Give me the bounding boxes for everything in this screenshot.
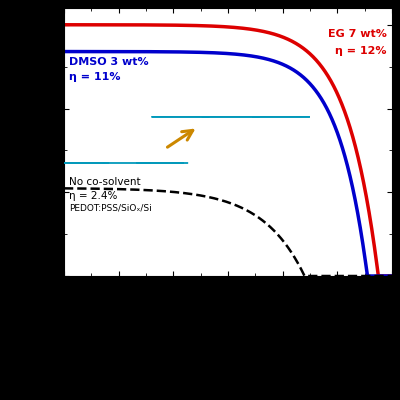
Text: No co-solvent: No co-solvent bbox=[70, 177, 141, 187]
Y-axis label: Current Density (mA/cm²): Current Density (mA/cm²) bbox=[25, 52, 38, 232]
Text: PEDOT:PSS/SiOₓ/Si: PEDOT:PSS/SiOₓ/Si bbox=[70, 204, 152, 213]
Text: η = 2.4%: η = 2.4% bbox=[70, 190, 118, 200]
X-axis label: Voltage (V): Voltage (V) bbox=[184, 300, 272, 314]
Text: η = 12%: η = 12% bbox=[335, 46, 386, 56]
Text: DMSO 3 wt%: DMSO 3 wt% bbox=[70, 56, 149, 66]
Text: EG 7 wt%: EG 7 wt% bbox=[328, 29, 386, 39]
Text: η = 11%: η = 11% bbox=[70, 72, 121, 82]
